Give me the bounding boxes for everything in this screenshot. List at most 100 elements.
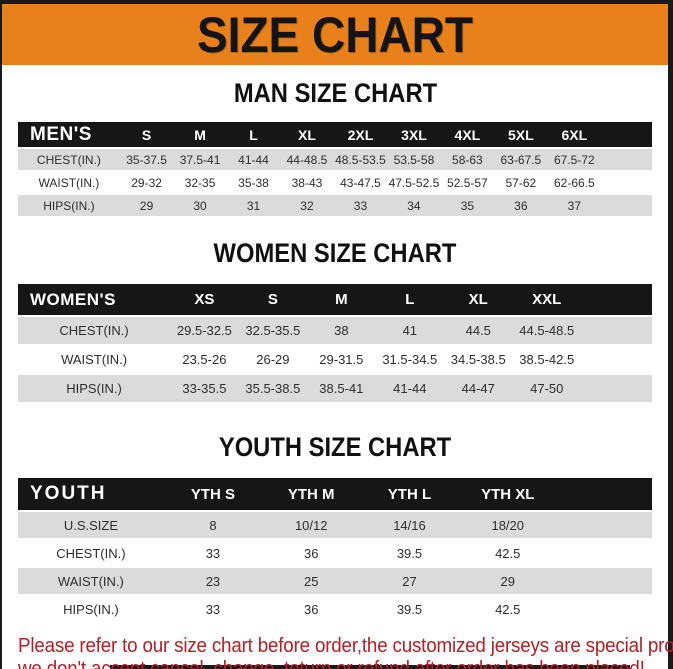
footer-line-2: we don't accept cancel, change, teturn o…: [18, 658, 645, 669]
table-cell: 29-32: [119, 172, 174, 193]
section-title: WOMEN SIZE CHART: [18, 238, 652, 269]
table-cell: 36: [262, 540, 361, 566]
row-label: CHEST(IN.): [18, 317, 171, 344]
table-header-size: XXL: [512, 284, 581, 315]
table-header-row: MEN'S S M L XL 2XL 3XL 4XL 5XL 6XL: [18, 122, 652, 147]
table-cell: 35-38: [226, 172, 281, 193]
table-cell-spacer: [580, 375, 652, 402]
row-label: CHEST(IN.): [18, 149, 120, 170]
table-header-size: S: [238, 284, 308, 315]
table-cell: 43-47.5: [333, 172, 388, 193]
table-header-size: 5XL: [494, 122, 548, 147]
size-table: YOUTH YTH S YTH M YTH L YTH XL U.S.SIZE 8 10/12…: [18, 476, 652, 624]
table-header-label: WOMEN'S: [18, 284, 171, 315]
section-title-text: WOMEN SIZE CHART: [213, 238, 457, 268]
table-cell: 10/12: [262, 512, 361, 538]
table-row: HIPS(IN.) 33-35.5 35.5-38.5 38.5-41 41-44 44-…: [18, 375, 652, 402]
table-cell: 30: [173, 195, 227, 216]
table-header-size: M: [307, 284, 376, 315]
size-table: MEN'S S M L XL 2XL 3XL 4XL 5XL 6XL CHEST(IN.) 35-37…: [18, 120, 652, 218]
table-row: CHEST(IN.) 29.5-32.5 32.5-35.5 38 41 44.5 44.5…: [18, 317, 652, 344]
table-header-spacer: [580, 284, 652, 315]
frame-left-border: [0, 0, 2, 669]
table-cell-spacer: [556, 596, 652, 622]
table-row: WAIST(IN.) 23.5-26 26-29 29-31.5 31.5-34.5 34…: [18, 346, 652, 373]
size-section: MAN SIZE CHART MEN'S S M L XL 2XL 3XL 4XL 5XL 6XL C…: [18, 78, 652, 218]
table-header-size: S: [119, 122, 174, 147]
table-header-size: 2XL: [333, 122, 388, 147]
size-section: WOMEN SIZE CHART WOMEN'S XS S M L XL XXL CHEST(I…: [18, 238, 652, 404]
table-cell: 36: [494, 195, 548, 216]
table-cell: 41: [375, 317, 445, 344]
table-cell: 67.5-72: [547, 149, 602, 170]
table-cell-spacer: [601, 149, 652, 170]
table-header-size: 6XL: [547, 122, 602, 147]
section-title: MAN SIZE CHART: [18, 78, 652, 109]
table-cell: 8: [163, 512, 263, 538]
table-cell: 39.5: [360, 540, 459, 566]
table-cell: 47.5-52.5: [387, 172, 441, 193]
row-label: CHEST(IN.): [18, 540, 164, 566]
table-header-spacer: [601, 122, 652, 147]
table-header-size: YTH M: [262, 478, 361, 510]
table-header-size: YTH S: [163, 478, 263, 510]
row-label: HIPS(IN.): [18, 596, 164, 622]
section-title: YOUTH SIZE CHART: [18, 432, 652, 463]
table-cell: 48.5-53.5: [333, 149, 388, 170]
table-row: CHEST(IN.) 35-37.5 37.5-41 41-44 44-48.5 48.5…: [18, 149, 652, 170]
table-cell: 44.5-48.5: [512, 317, 581, 344]
table-cell: 38.5-41: [307, 375, 376, 402]
size-table: WOMEN'S XS S M L XL XXL CHEST(IN.) 29.5-32.5 32.5…: [18, 282, 652, 404]
table-cell: 44-47: [444, 375, 513, 402]
table-cell: 29: [119, 195, 174, 216]
table-cell: 35.5-38.5: [238, 375, 308, 402]
table-cell: 41-44: [226, 149, 281, 170]
table-cell: 25: [262, 568, 361, 594]
table-cell: 27: [360, 568, 459, 594]
table-cell: 36: [262, 596, 361, 622]
table-row: WAIST(IN.) 23 25 27 29: [18, 568, 652, 594]
table-cell-spacer: [601, 195, 652, 216]
table-cell: 18/20: [458, 512, 557, 538]
table-header-size: 3XL: [387, 122, 441, 147]
row-label: HIPS(IN.): [18, 195, 120, 216]
footer-line-1: Please refer to our size chart before or…: [18, 635, 673, 657]
table-cell: 63-67.5: [494, 149, 548, 170]
section-title-text: YOUTH SIZE CHART: [218, 432, 452, 462]
table-cell-spacer: [556, 568, 652, 594]
table-header-size: XL: [280, 122, 334, 147]
table-header-spacer: [556, 478, 652, 510]
table-cell: 23: [163, 568, 263, 594]
table-cell: 31.5-34.5: [375, 346, 445, 373]
table-cell: 47-50: [512, 375, 581, 402]
sections: MAN SIZE CHART MEN'S S M L XL 2XL 3XL 4XL 5XL 6XL C…: [18, 78, 652, 624]
table-cell: 26-29: [238, 346, 308, 373]
table-header-size: M: [173, 122, 227, 147]
row-label: WAIST(IN.): [18, 172, 120, 193]
table-cell: 32-35: [173, 172, 227, 193]
table-header-row: WOMEN'S XS S M L XL XXL: [18, 284, 652, 315]
table-header-label: MEN'S: [18, 122, 120, 147]
banner: SIZE CHART: [2, 4, 668, 65]
table-cell: 38-43: [280, 172, 334, 193]
table-cell: 37: [547, 195, 602, 216]
table-cell: 52.5-57: [440, 172, 495, 193]
content: MAN SIZE CHART MEN'S S M L XL 2XL 3XL 4XL 5XL 6XL C…: [2, 65, 673, 669]
table-header-size: L: [226, 122, 281, 147]
footer-note: Please refer to our size chart before or…: [18, 635, 673, 669]
page-title: SIZE CHART: [197, 6, 473, 63]
table-cell: 29: [458, 568, 557, 594]
table-cell: 14/16: [360, 512, 459, 538]
table-cell: 33: [333, 195, 388, 216]
table-cell: 34: [387, 195, 441, 216]
size-section: YOUTH SIZE CHART YOUTH YTH S YTH M YTH L YTH …: [18, 432, 652, 624]
row-label: WAIST(IN.): [18, 346, 171, 373]
table-row: CHEST(IN.) 33 36 39.5 42.5: [18, 540, 652, 566]
table-cell: 38.5-42.5: [512, 346, 581, 373]
table-header-size: YTH L: [360, 478, 459, 510]
table-cell-spacer: [601, 172, 652, 193]
table-cell: 58-63: [440, 149, 495, 170]
table-cell: 44.5: [444, 317, 513, 344]
table-cell: 42.5: [458, 596, 557, 622]
table-cell-spacer: [580, 346, 652, 373]
